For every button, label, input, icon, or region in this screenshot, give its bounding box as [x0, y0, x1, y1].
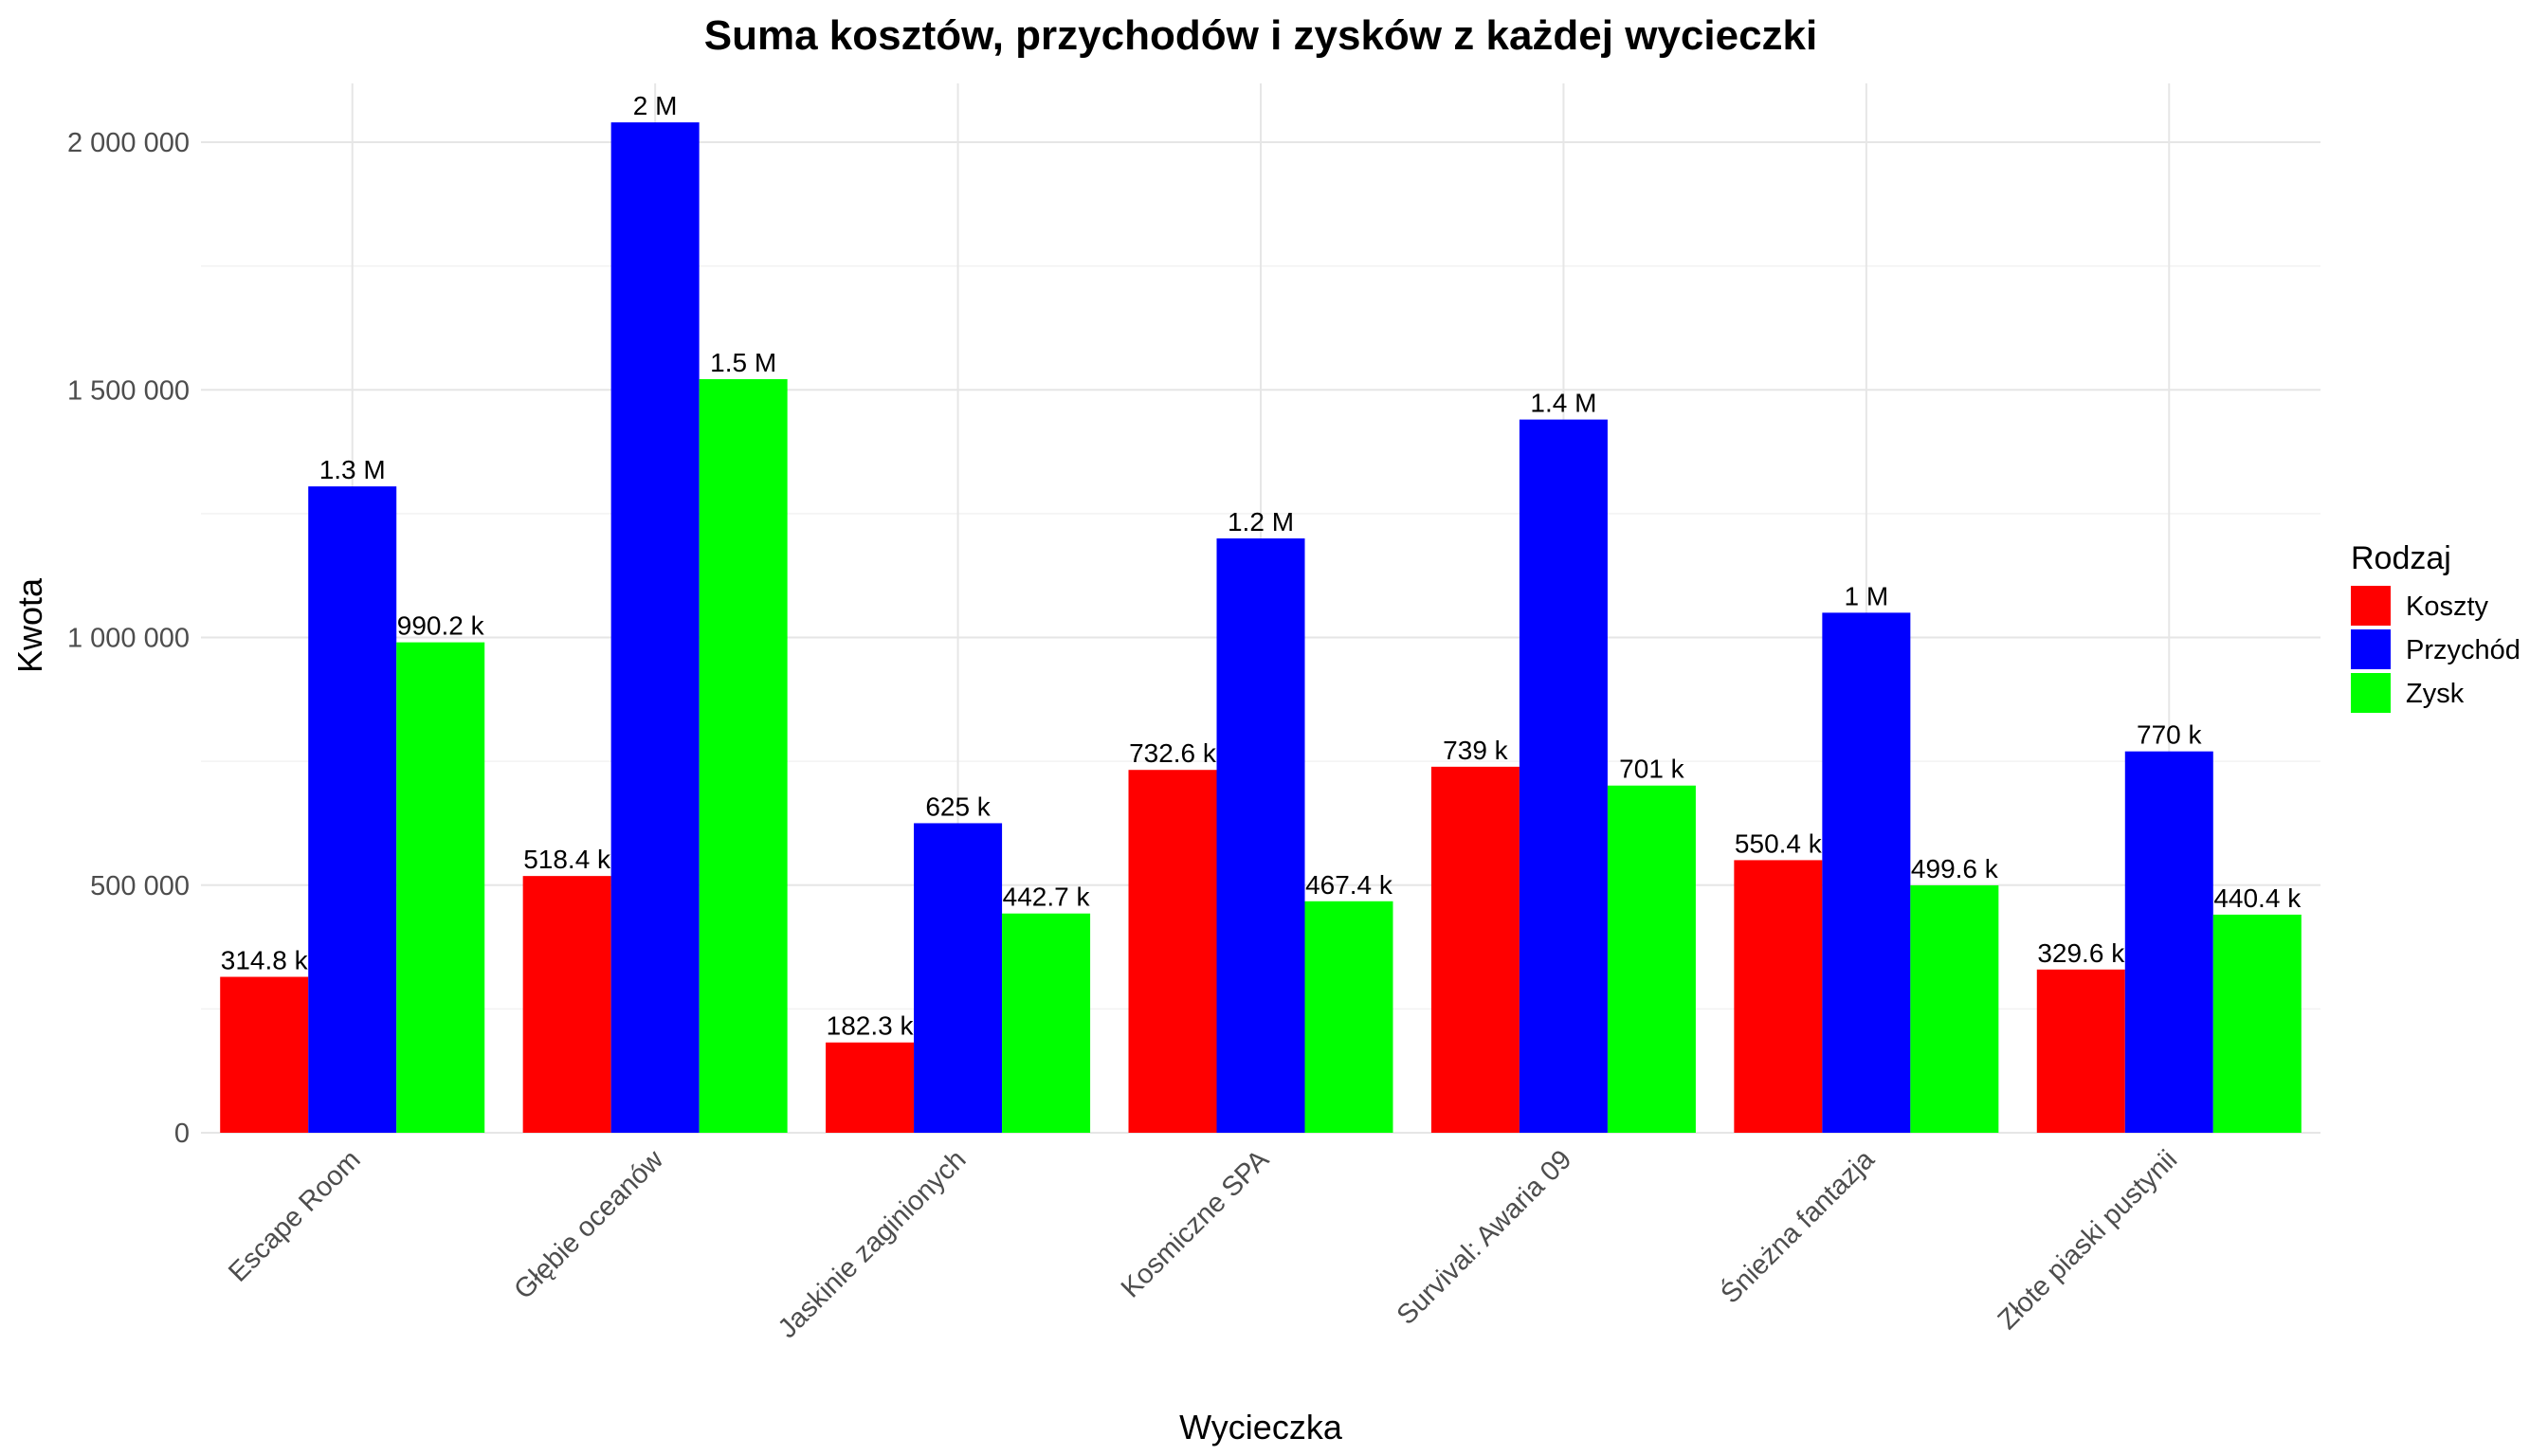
bar-koszty — [220, 976, 309, 1133]
bars — [220, 122, 2302, 1134]
y-tick-label: 1 500 000 — [67, 375, 190, 406]
bar-zysk — [1002, 913, 1091, 1133]
bar-koszty — [1128, 770, 1217, 1133]
y-tick-label: 500 000 — [90, 871, 190, 901]
bar-value-label: 182.3 k — [827, 1011, 915, 1041]
x-tick-label: Złote piaski pustynii — [1993, 1144, 2184, 1336]
x-tick-label: Głębie oceanów — [508, 1144, 669, 1305]
bar-przychód — [1216, 538, 1305, 1133]
bar-value-label: 499.6 k — [1911, 854, 1999, 883]
bar-koszty — [1734, 860, 1823, 1133]
bar-koszty — [2036, 969, 2125, 1133]
bar-value-label: 732.6 k — [1129, 738, 1217, 768]
bar-przychód — [1519, 419, 1608, 1134]
x-axis-ticks: Escape Room Głębie oceanów Jaskinie zagini… — [223, 1142, 2183, 1344]
legend-label: Zysk — [2406, 679, 2465, 709]
x-tick-label: Survival: Awaria 09 — [1392, 1144, 1578, 1331]
bar-value-label: 2 M — [633, 91, 678, 120]
x-tick-label: Jaskinie zaginionych — [773, 1144, 973, 1344]
y-tick-label: 1 000 000 — [67, 624, 190, 654]
x-axis-title: Wycieczka — [1179, 1408, 1343, 1447]
bar-value-label: 467.4 k — [1305, 870, 1393, 900]
bar-przychód — [610, 122, 700, 1134]
bar-value-label: 314.8 k — [221, 946, 309, 975]
bar-zysk — [1304, 901, 1393, 1133]
bar-koszty — [522, 876, 611, 1133]
chart-title: Suma kosztów, przychodów i zysków z każd… — [704, 12, 1818, 59]
bar-value-label: 1.4 M — [1530, 389, 1596, 418]
bar-value-label: 440.4 k — [2213, 883, 2302, 913]
bar-value-label: 701 k — [1619, 755, 1684, 784]
bar-value-label: 770 k — [2137, 720, 2202, 750]
bar-labels: 314.8 k 1.3 M 990.2 k 518.4 k 2 M 1.5 M 182.3 … — [221, 91, 2302, 1041]
bar-value-label: 518.4 k — [523, 845, 611, 874]
legend-swatch-zysk — [2351, 673, 2391, 713]
legend-swatch-przychód — [2351, 629, 2391, 669]
bar-value-label: 1.5 M — [710, 348, 776, 377]
bar-value-label: 1.2 M — [1228, 507, 1294, 537]
bar-przychód — [914, 823, 1003, 1133]
bar-zysk — [1607, 785, 1696, 1133]
bar-zysk — [2212, 914, 2302, 1133]
bar-przychód — [1822, 612, 1911, 1133]
bar-value-label: 625 k — [925, 792, 991, 821]
x-tick-label: Kosmiczne SPA — [1116, 1144, 1276, 1304]
bar-przychód — [2124, 751, 2213, 1133]
bar-value-label: 1.3 M — [319, 455, 386, 484]
bar-value-label: 550.4 k — [1735, 828, 1823, 858]
legend: Rodzaj Koszty Przychód Zysk — [2351, 540, 2521, 713]
bar-zysk — [699, 378, 788, 1133]
bar-value-label: 1 M — [1845, 581, 1889, 610]
bar-value-label: 442.7 k — [1003, 883, 1091, 912]
y-axis-title: Kwota — [10, 577, 49, 673]
bar-value-label: 990.2 k — [397, 611, 485, 641]
bar-zysk — [396, 642, 485, 1133]
bar-koszty — [826, 1042, 915, 1133]
legend-title: Rodzaj — [2351, 540, 2451, 576]
legend-label: Przychód — [2406, 635, 2521, 665]
bar-value-label: 739 k — [1443, 736, 1508, 765]
x-tick-label: Śnieżna fantazja — [1714, 1142, 1881, 1309]
y-tick-label: 0 — [174, 1119, 190, 1149]
legend-swatch-koszty — [2351, 586, 2391, 626]
x-tick-label: Escape Room — [223, 1144, 366, 1287]
y-axis-ticks: 0 500 000 1 000 000 1 500 000 2 000 000 — [67, 128, 190, 1149]
bar-przychód — [308, 486, 397, 1133]
bar-zysk — [1910, 884, 1999, 1133]
legend-label: Koszty — [2406, 592, 2489, 622]
y-tick-label: 2 000 000 — [67, 128, 190, 158]
bar-koszty — [1430, 766, 1520, 1133]
bar-value-label: 329.6 k — [2037, 938, 2125, 968]
